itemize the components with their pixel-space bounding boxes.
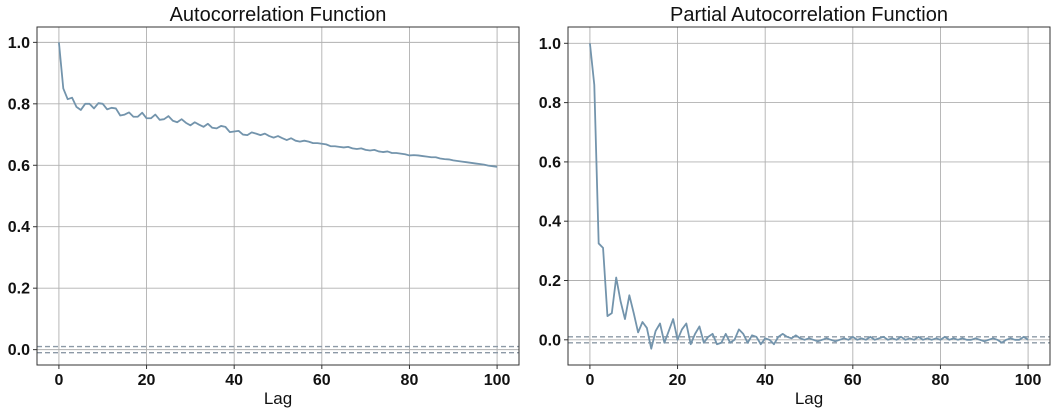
acf-xtick-label: 20 (138, 372, 156, 389)
acf-series-line (58, 42, 498, 168)
acf-xtick-label: 80 (401, 372, 419, 389)
acf-ytick-label: 0.6 (8, 158, 30, 175)
acf-ytick-label: 0.8 (8, 96, 30, 113)
pacf-panel: 0 20 40 60 80 100 0.0 0.2 0.4 0.6 0.8 1.0 Partial Au… (539, 4, 1051, 408)
acf-title: Autocorrelation Function (170, 4, 387, 26)
acf-ytick-label: 0.2 (8, 281, 30, 298)
pacf-ytick-label: 0.6 (539, 154, 561, 171)
acf-xtick-label: 40 (225, 372, 243, 389)
pacf-xtick-label: 60 (844, 372, 862, 389)
pacf-ytick-label: 0.4 (539, 214, 561, 231)
pacf-ytick-label: 1.0 (539, 36, 561, 53)
acf-ytick-label: 0.0 (8, 342, 30, 359)
pacf-title: Partial Autocorrelation Function (670, 4, 948, 26)
acf-xtick-label: 0 (54, 372, 63, 389)
pacf-xtick-label: 0 (585, 372, 594, 389)
acf-ytick-label: 1.0 (8, 35, 30, 52)
pacf-plot-frame (567, 26, 1051, 366)
pacf-ytick-label: 0.8 (539, 95, 561, 112)
pacf-xtick-label: 100 (1015, 372, 1042, 389)
pacf-xlabel: Lag (795, 389, 823, 408)
acf-panel: 0 20 40 60 80 100 0.0 0.2 0.4 0.6 0.8 1.0 Autocorrel… (8, 4, 520, 408)
acf-xtick-label: 100 (484, 372, 511, 389)
acf-xtick-label: 60 (313, 372, 331, 389)
pacf-xtick-label: 80 (932, 372, 950, 389)
acf-ytick-label: 0.4 (8, 219, 30, 236)
acf-xlabel: Lag (264, 389, 292, 408)
pacf-ytick-label: 0.0 (539, 332, 561, 349)
acf-grid (37, 27, 519, 365)
pacf-ytick-label: 0.2 (539, 273, 561, 290)
pacf-grid (568, 27, 1050, 365)
acf-plot-frame (36, 26, 520, 366)
pacf-xtick-label: 40 (756, 372, 774, 389)
pacf-xtick-label: 20 (669, 372, 687, 389)
pacf-series-line (589, 43, 1029, 350)
